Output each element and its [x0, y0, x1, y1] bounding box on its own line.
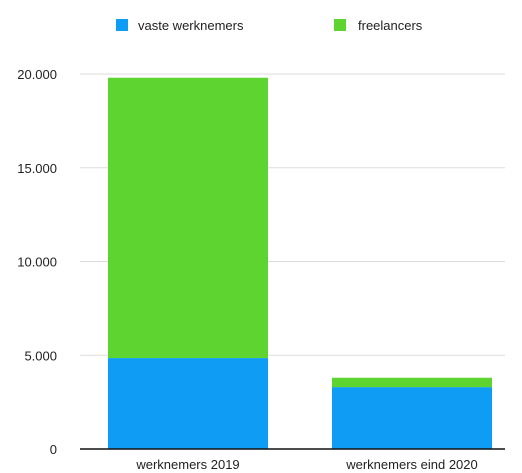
y-tick-label: 10.000 — [17, 255, 57, 270]
bar-vaste-werknemers-1 — [108, 358, 268, 449]
bar-freelancers-1 — [108, 77, 268, 359]
legend-label-1: vaste werknemers — [138, 18, 244, 33]
bars — [108, 77, 492, 449]
x-tick-label: werknemers 2019 — [135, 457, 239, 472]
legend-swatch-1 — [116, 19, 128, 31]
x-tick-label: werknemers eind 2020 — [345, 457, 478, 472]
y-tick-label: 15.000 — [17, 161, 57, 176]
legend-label-2: freelancers — [358, 18, 423, 33]
x-axis: werknemers 2019 werknemers eind 2020 — [135, 457, 477, 472]
legend: vaste werknemers freelancers — [116, 18, 423, 33]
y-tick-label: 20.000 — [17, 67, 57, 82]
legend-swatch-2 — [334, 19, 346, 31]
y-tick-label: 0 — [50, 442, 57, 457]
bar-vaste-werknemers-2 — [332, 387, 492, 449]
y-tick-label: 5.000 — [24, 348, 57, 363]
y-axis: 0 5.000 10.000 15.000 20.000 — [17, 67, 57, 457]
bar-freelancers-2 — [332, 377, 492, 388]
